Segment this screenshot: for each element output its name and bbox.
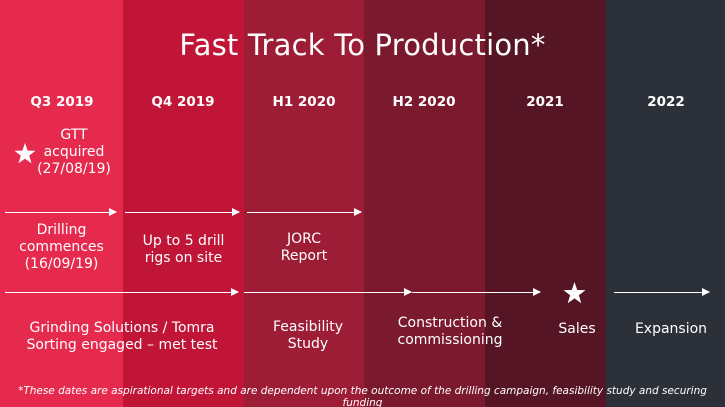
arrow-icon (412, 288, 541, 296)
period-q3-2019: Q3 2019 (30, 94, 94, 110)
band-q4-2019 (123, 0, 244, 407)
arrow-icon (247, 208, 362, 216)
expansion-text: Expansion (634, 321, 708, 337)
band-h2-2020 (364, 0, 485, 407)
footnote: *These dates are aspirational targets an… (18, 385, 707, 407)
arrow-icon (614, 288, 710, 296)
feasibility-study-text: Feasibility Study (273, 319, 343, 352)
construction-text: Construction & commissioning (397, 315, 503, 348)
arrow-icon (5, 208, 117, 216)
arrow-icon (5, 288, 239, 296)
gtt-acquired-text: GTT acquired (27/08/19) (37, 127, 111, 177)
grinding-solutions-text: Grinding Solutions / Tomra Sorting engag… (26, 320, 218, 353)
period-h2-2020: H2 2020 (392, 94, 456, 110)
band-2021 (485, 0, 606, 407)
period-h1-2020: H1 2020 (272, 94, 336, 110)
period-2022: 2022 (647, 94, 685, 110)
jorc-report-text: JORC Report (280, 231, 328, 264)
star-icon (14, 143, 36, 164)
arrow-icon (244, 288, 412, 296)
band-q3-2019 (0, 0, 123, 407)
period-q4-2019: Q4 2019 (151, 94, 215, 110)
drill-rigs-text: Up to 5 drill rigs on site (142, 233, 225, 266)
band-2022 (606, 0, 725, 407)
star-icon (563, 282, 586, 304)
drilling-commences-text: Drilling commences (16/09/19) (19, 222, 104, 272)
arrow-icon (125, 208, 240, 216)
band-h1-2020 (244, 0, 364, 407)
slide-title: Fast Track To Production* (179, 28, 546, 62)
sales-text: Sales (558, 321, 596, 337)
period-2021: 2021 (526, 94, 564, 110)
